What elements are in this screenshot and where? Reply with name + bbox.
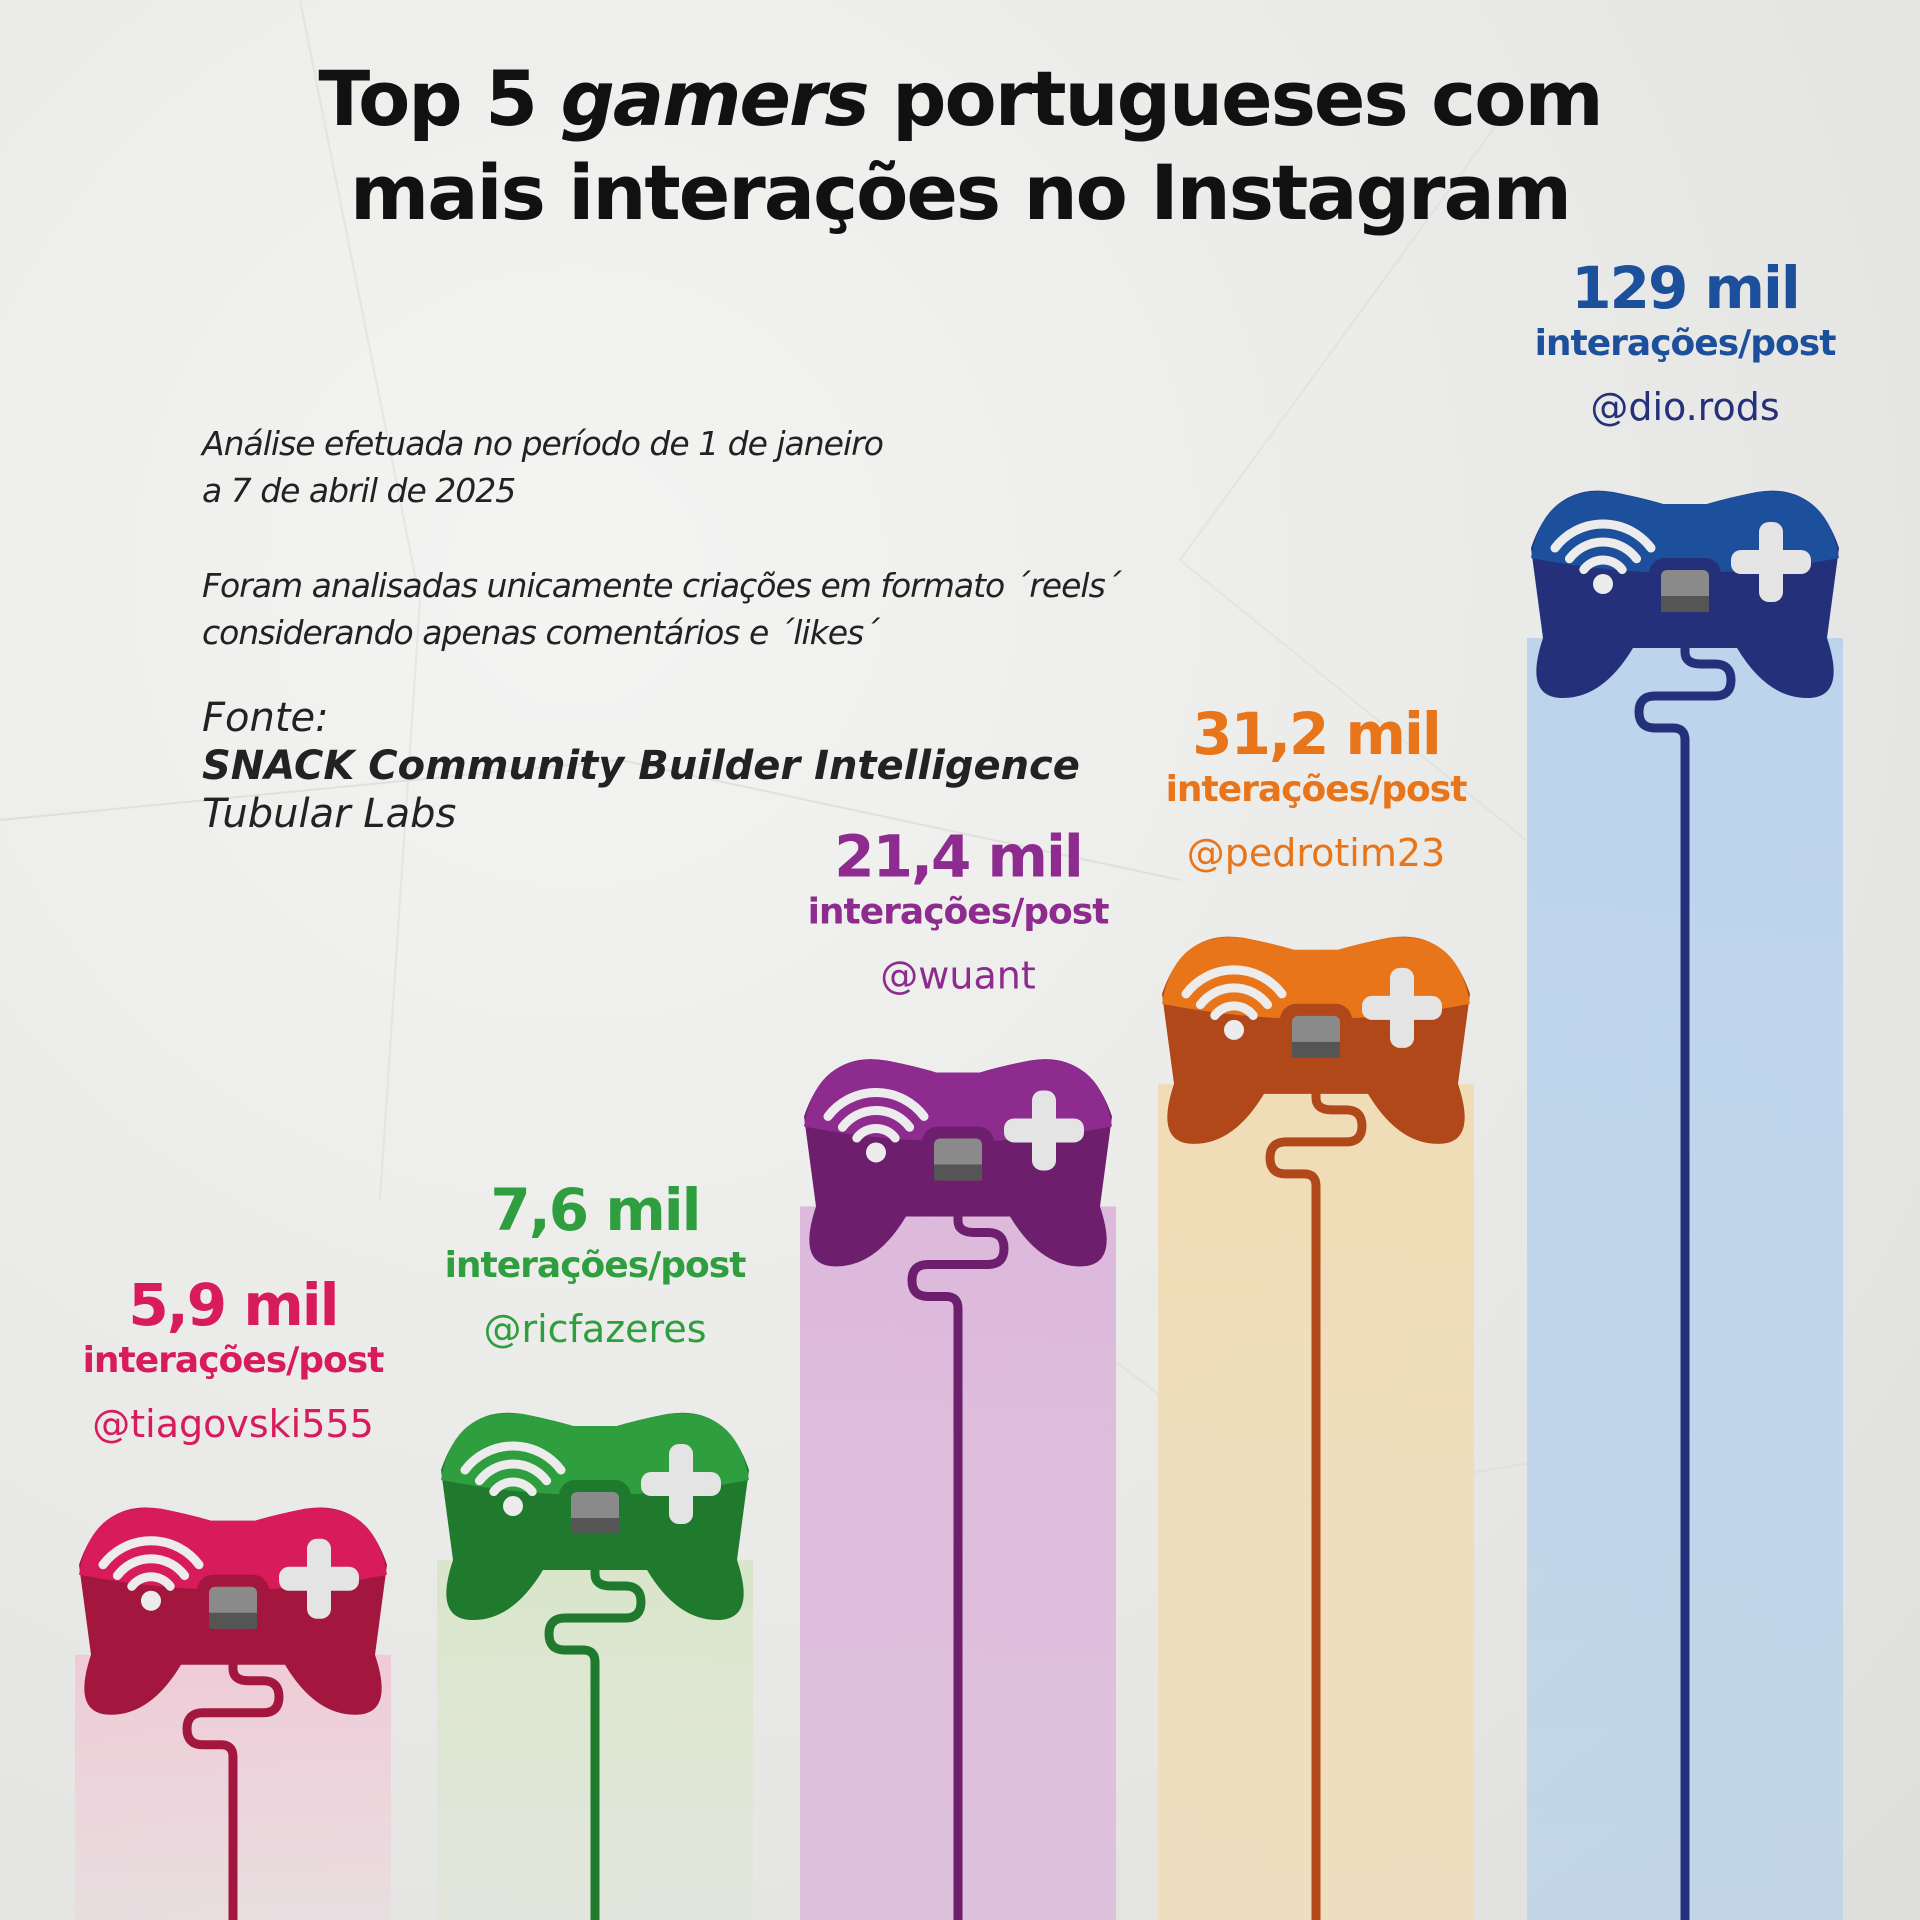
category-label-4: @pedrotim23 — [1187, 831, 1446, 875]
plus-dpad-icon — [1731, 522, 1811, 602]
title-line-1: Top 5 gamers portugueses com — [318, 54, 1603, 143]
center-button-icon — [559, 1480, 631, 1545]
value-label-1: 5,9 mil — [128, 1271, 337, 1339]
plus-dpad-icon — [279, 1538, 359, 1619]
cable-1 — [182, 1636, 284, 1920]
wifi-icon — [823, 1087, 929, 1163]
chart-title: Top 5 gamers portugueses com mais intera… — [0, 52, 1920, 240]
value-label-2: 7,6 mil — [490, 1176, 699, 1244]
wifi-icon — [1181, 965, 1287, 1040]
title-line-2: mais interações no Instagram — [350, 148, 1572, 237]
plus-dpad-icon — [641, 1444, 721, 1525]
unit-label-2: interações/post — [445, 1245, 747, 1286]
notes-block: Análise efetuada no período de 1 de jane… — [202, 420, 1202, 838]
gamepad-icon — [441, 1412, 749, 1621]
period-line-2: a 7 de abril de 2025 — [202, 471, 516, 510]
value-label-5: 129 mil — [1571, 254, 1798, 322]
cable-4 — [1265, 1065, 1367, 1920]
bar-2 — [437, 1412, 753, 1920]
unit-label-3: interações/post — [808, 891, 1110, 932]
unit-label-4: interações/post — [1166, 769, 1468, 810]
plus-dpad-icon — [1362, 967, 1442, 1048]
value-label-3: 21,4 mil — [834, 822, 1082, 890]
bar-4 — [1158, 936, 1474, 1920]
category-label-2: @ricfazeres — [483, 1307, 706, 1351]
category-label-1: @tiagovski555 — [92, 1402, 374, 1446]
gamepad-icon — [1162, 936, 1470, 1144]
format-line-2: considerando apenas comentários e ´likes… — [202, 613, 880, 652]
unit-label-1: interações/post — [83, 1340, 385, 1381]
bar-3 — [800, 1059, 1116, 1920]
source-2: Tubular Labs — [202, 791, 457, 837]
cable-2 — [544, 1541, 646, 1920]
bar-5 — [1527, 490, 1843, 1920]
cable-5 — [1634, 619, 1736, 1920]
gamepad-icon — [1531, 490, 1839, 698]
format-line-1: Foram analisadas unicamente criações em … — [202, 566, 1121, 605]
category-label-5: @dio.rods — [1590, 385, 1779, 429]
center-button-icon — [1280, 1003, 1352, 1068]
gamepad-icon — [79, 1507, 387, 1715]
center-button-icon — [197, 1574, 269, 1639]
wifi-icon — [1550, 519, 1656, 594]
source-1: SNACK Community Builder Intelligence — [202, 743, 1080, 789]
cable-3 — [907, 1187, 1009, 1920]
plus-dpad-icon — [1004, 1090, 1084, 1171]
center-button-icon — [922, 1126, 994, 1191]
gamepad-icon — [804, 1059, 1112, 1267]
source-label: Fonte: — [202, 695, 329, 741]
center-button-icon — [1649, 558, 1721, 622]
source-block: Fonte: SNACK Community Builder Intellige… — [202, 694, 1202, 838]
wifi-icon — [460, 1441, 566, 1517]
wifi-icon — [98, 1536, 204, 1611]
title-italic-word: gamers — [560, 54, 870, 143]
period-line-1: Análise efetuada no período de 1 de jane… — [202, 424, 884, 463]
bar-1 — [75, 1507, 391, 1920]
value-label-4: 31,2 mil — [1192, 700, 1440, 768]
category-label-3: @wuant — [880, 953, 1035, 997]
unit-label-5: interações/post — [1535, 323, 1837, 364]
